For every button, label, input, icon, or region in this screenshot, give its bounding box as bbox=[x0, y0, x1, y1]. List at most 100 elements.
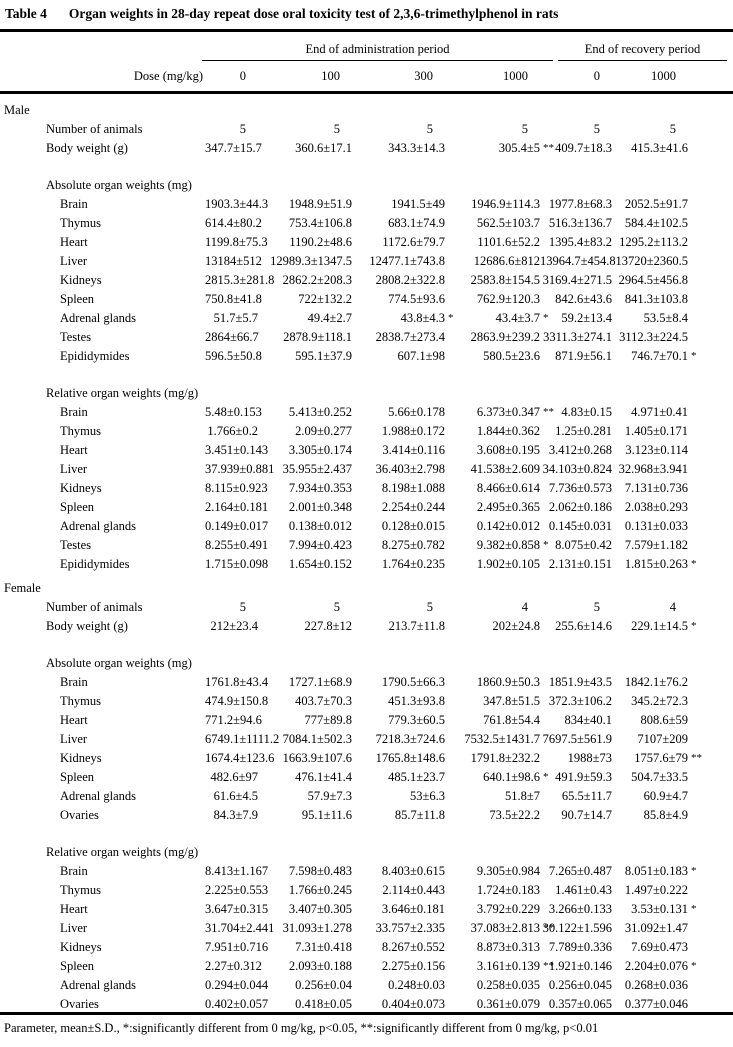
value-cell: 777±89.8 bbox=[304, 713, 353, 727]
value-cell: 7.69±0.473 bbox=[631, 940, 689, 954]
value-cell: 0.128±0.015 bbox=[381, 519, 445, 533]
value-cell: 1727.1±68.9 bbox=[288, 675, 352, 689]
table-row: Liver 13184±512 12989.3±1347.5 12477.1±743.… bbox=[0, 250, 733, 269]
spacer-cell bbox=[688, 596, 733, 615]
spacer-cell bbox=[688, 231, 733, 250]
value-cell: 1903.3±44.3 bbox=[205, 197, 269, 211]
spacer-row bbox=[0, 823, 733, 841]
value-cell: 5.413±0.252 bbox=[288, 405, 352, 419]
table-row: Brain 5.48±0.153 5.413±0.252 5.66±0.178 6.37… bbox=[0, 401, 733, 420]
value-cell: 13720±2360.5 bbox=[615, 254, 689, 268]
table-row: Thymus 2.225±0.553 1.766±0.245 2.114±0.443 1… bbox=[0, 879, 733, 898]
table-row: Thymus 474.9±150.8 403.7±70.3 451.3±93.8 347… bbox=[0, 690, 733, 709]
value-cell: 746.7±70.1 * bbox=[631, 349, 697, 363]
value-cell: 212±23.4 bbox=[210, 619, 259, 633]
value-cell: 5 bbox=[239, 122, 246, 136]
row-label: Kidneys bbox=[60, 273, 102, 287]
spacer-cell bbox=[0, 364, 733, 382]
spacer-cell bbox=[688, 534, 733, 553]
value-cell: 722±132.2 bbox=[298, 292, 352, 306]
value-cell: 771.2±94.6 bbox=[205, 713, 262, 727]
value-cell: 7532.5±1431.7 bbox=[464, 732, 541, 746]
value-cell: 8.075±0.42 bbox=[555, 538, 613, 552]
value-cell: 451.3±93.8 bbox=[388, 694, 445, 708]
administration-group-cell: End of administration period bbox=[202, 31, 554, 61]
value-cell: 202±24.8 bbox=[492, 619, 541, 633]
value-cell: 1395.4±83.2 bbox=[548, 235, 613, 249]
row-label: Adrenal glands bbox=[60, 311, 137, 325]
value-cell: 403.7±70.3 bbox=[295, 694, 352, 708]
value-cell: 12477.1±743.8 bbox=[369, 254, 445, 268]
spacer-cell bbox=[688, 269, 733, 288]
value-cell: 51.7±5.7 bbox=[213, 311, 258, 325]
value-cell: 8.403±0.615 bbox=[381, 864, 445, 878]
spacer-cell bbox=[688, 804, 733, 823]
table-row: Spleen 2.27±0.312 2.093±0.188 2.275±0.156 3.… bbox=[0, 955, 733, 974]
table-row: Adrenal glands 0.149±0.017 0.138±0.012 0.12… bbox=[0, 515, 733, 534]
value-cell: 1988±73 bbox=[567, 751, 613, 765]
value-cell: 808.6±59 bbox=[640, 713, 689, 727]
value-cell: 0.131±0.033 bbox=[624, 519, 689, 533]
row-label: Thymus bbox=[60, 424, 101, 438]
value-cell: 2.001±0.348 bbox=[288, 500, 352, 514]
value-cell: 347.7±15.7 bbox=[205, 141, 262, 155]
table-row: Kidneys 2815.3±281.8 2862.2±208.3 2808.2±32… bbox=[0, 269, 733, 288]
value-cell: 36.403±2.798 bbox=[375, 462, 445, 476]
value-cell: 8.255±0.491 bbox=[205, 538, 269, 552]
value-cell: 1946.9±114.3 bbox=[471, 197, 541, 211]
value-cell: 1941.5±49 bbox=[391, 197, 445, 211]
row-label: Brain bbox=[60, 197, 88, 211]
value-cell: 7.934±0.353 bbox=[288, 481, 352, 495]
value-cell: 37.939±0.881 bbox=[205, 462, 275, 476]
spacer-cell bbox=[688, 690, 733, 709]
value-cell: 871.9±56.1 bbox=[555, 349, 613, 363]
value-cell: 85.7±11.8 bbox=[394, 808, 445, 822]
value-cell: 1.921±0.146 bbox=[548, 959, 613, 973]
value-cell: 213.7±11.8 bbox=[388, 619, 445, 633]
value-cell: 2.09±0.277 bbox=[295, 424, 352, 438]
value-cell: 8.198±1.088 bbox=[381, 481, 445, 495]
spacer-cell bbox=[0, 634, 733, 652]
col-group-administration: End of administration period bbox=[202, 42, 554, 61]
section-label: Female bbox=[4, 581, 41, 595]
value-cell: 5 bbox=[239, 600, 246, 614]
value-cell: 491.9±59.3 bbox=[555, 770, 613, 784]
value-cell: 5 bbox=[521, 122, 529, 136]
table-row: Ovaries 0.402±0.057 0.418±0.05 0.404±0.073 0… bbox=[0, 993, 733, 1014]
value-cell: 59.2±13.4 bbox=[561, 311, 613, 325]
value-cell: 41.538±2.609 bbox=[470, 462, 541, 476]
value-cell: 13964.7±454.8 bbox=[540, 254, 616, 268]
value-cell: 3.412±0.268 bbox=[548, 443, 613, 457]
value-cell: 1101.6±52.2 bbox=[477, 235, 541, 249]
row-label: Kidneys bbox=[60, 940, 102, 954]
table-row: Thymus 614.4±80.2 753.4±106.8 683.1±74.9 562… bbox=[0, 212, 733, 231]
value-cell: 60.9±4.7 bbox=[643, 789, 689, 803]
spacer-cell bbox=[688, 974, 733, 993]
col-group-recovery: End of recovery period bbox=[558, 42, 728, 61]
value-cell: 841.3±103.8 bbox=[624, 292, 689, 306]
value-cell: 33.757±2.335 bbox=[375, 921, 445, 935]
block-header: Absolute organ weights (mg) bbox=[46, 656, 192, 670]
dose-label: Dose (mg/kg) bbox=[0, 61, 205, 94]
empty-cell bbox=[0, 31, 205, 62]
value-cell: 84.3±7.9 bbox=[213, 808, 258, 822]
value-cell: 255.6±14.6 bbox=[555, 619, 613, 633]
table-row: Adrenal glands 61.6±4.5 57.9±7.3 53±6.3 51.8… bbox=[0, 785, 733, 804]
spacer-cell bbox=[0, 823, 733, 841]
row-label: Number of animals bbox=[46, 600, 143, 614]
value-cell: 5 bbox=[593, 600, 601, 614]
value-cell: 2.131±0.151 bbox=[548, 557, 613, 571]
spacer-cell bbox=[688, 496, 733, 515]
value-cell: 8.267±0.552 bbox=[381, 940, 445, 954]
value-cell: 12989.3±1347.5 bbox=[270, 254, 352, 268]
value-cell: 3.53±0.131 * bbox=[631, 902, 697, 916]
value-cell: 1765.8±148.6 bbox=[375, 751, 445, 765]
value-cell: 1842.1±76.2 bbox=[624, 675, 689, 689]
value-cell: 5.66±0.178 bbox=[388, 405, 445, 419]
value-cell: 0.149±0.017 bbox=[205, 519, 269, 533]
table-row: Adrenal glands 0.294±0.044 0.256±0.04 0.248… bbox=[0, 974, 733, 993]
value-cell: 1.988±0.172 bbox=[381, 424, 445, 438]
value-cell: 32.968±3.941 bbox=[618, 462, 689, 476]
row-label: Epididymides bbox=[60, 557, 130, 571]
table-row: Kidneys 1674.4±123.6 1663.9±107.6 1765.8±14… bbox=[0, 747, 733, 766]
